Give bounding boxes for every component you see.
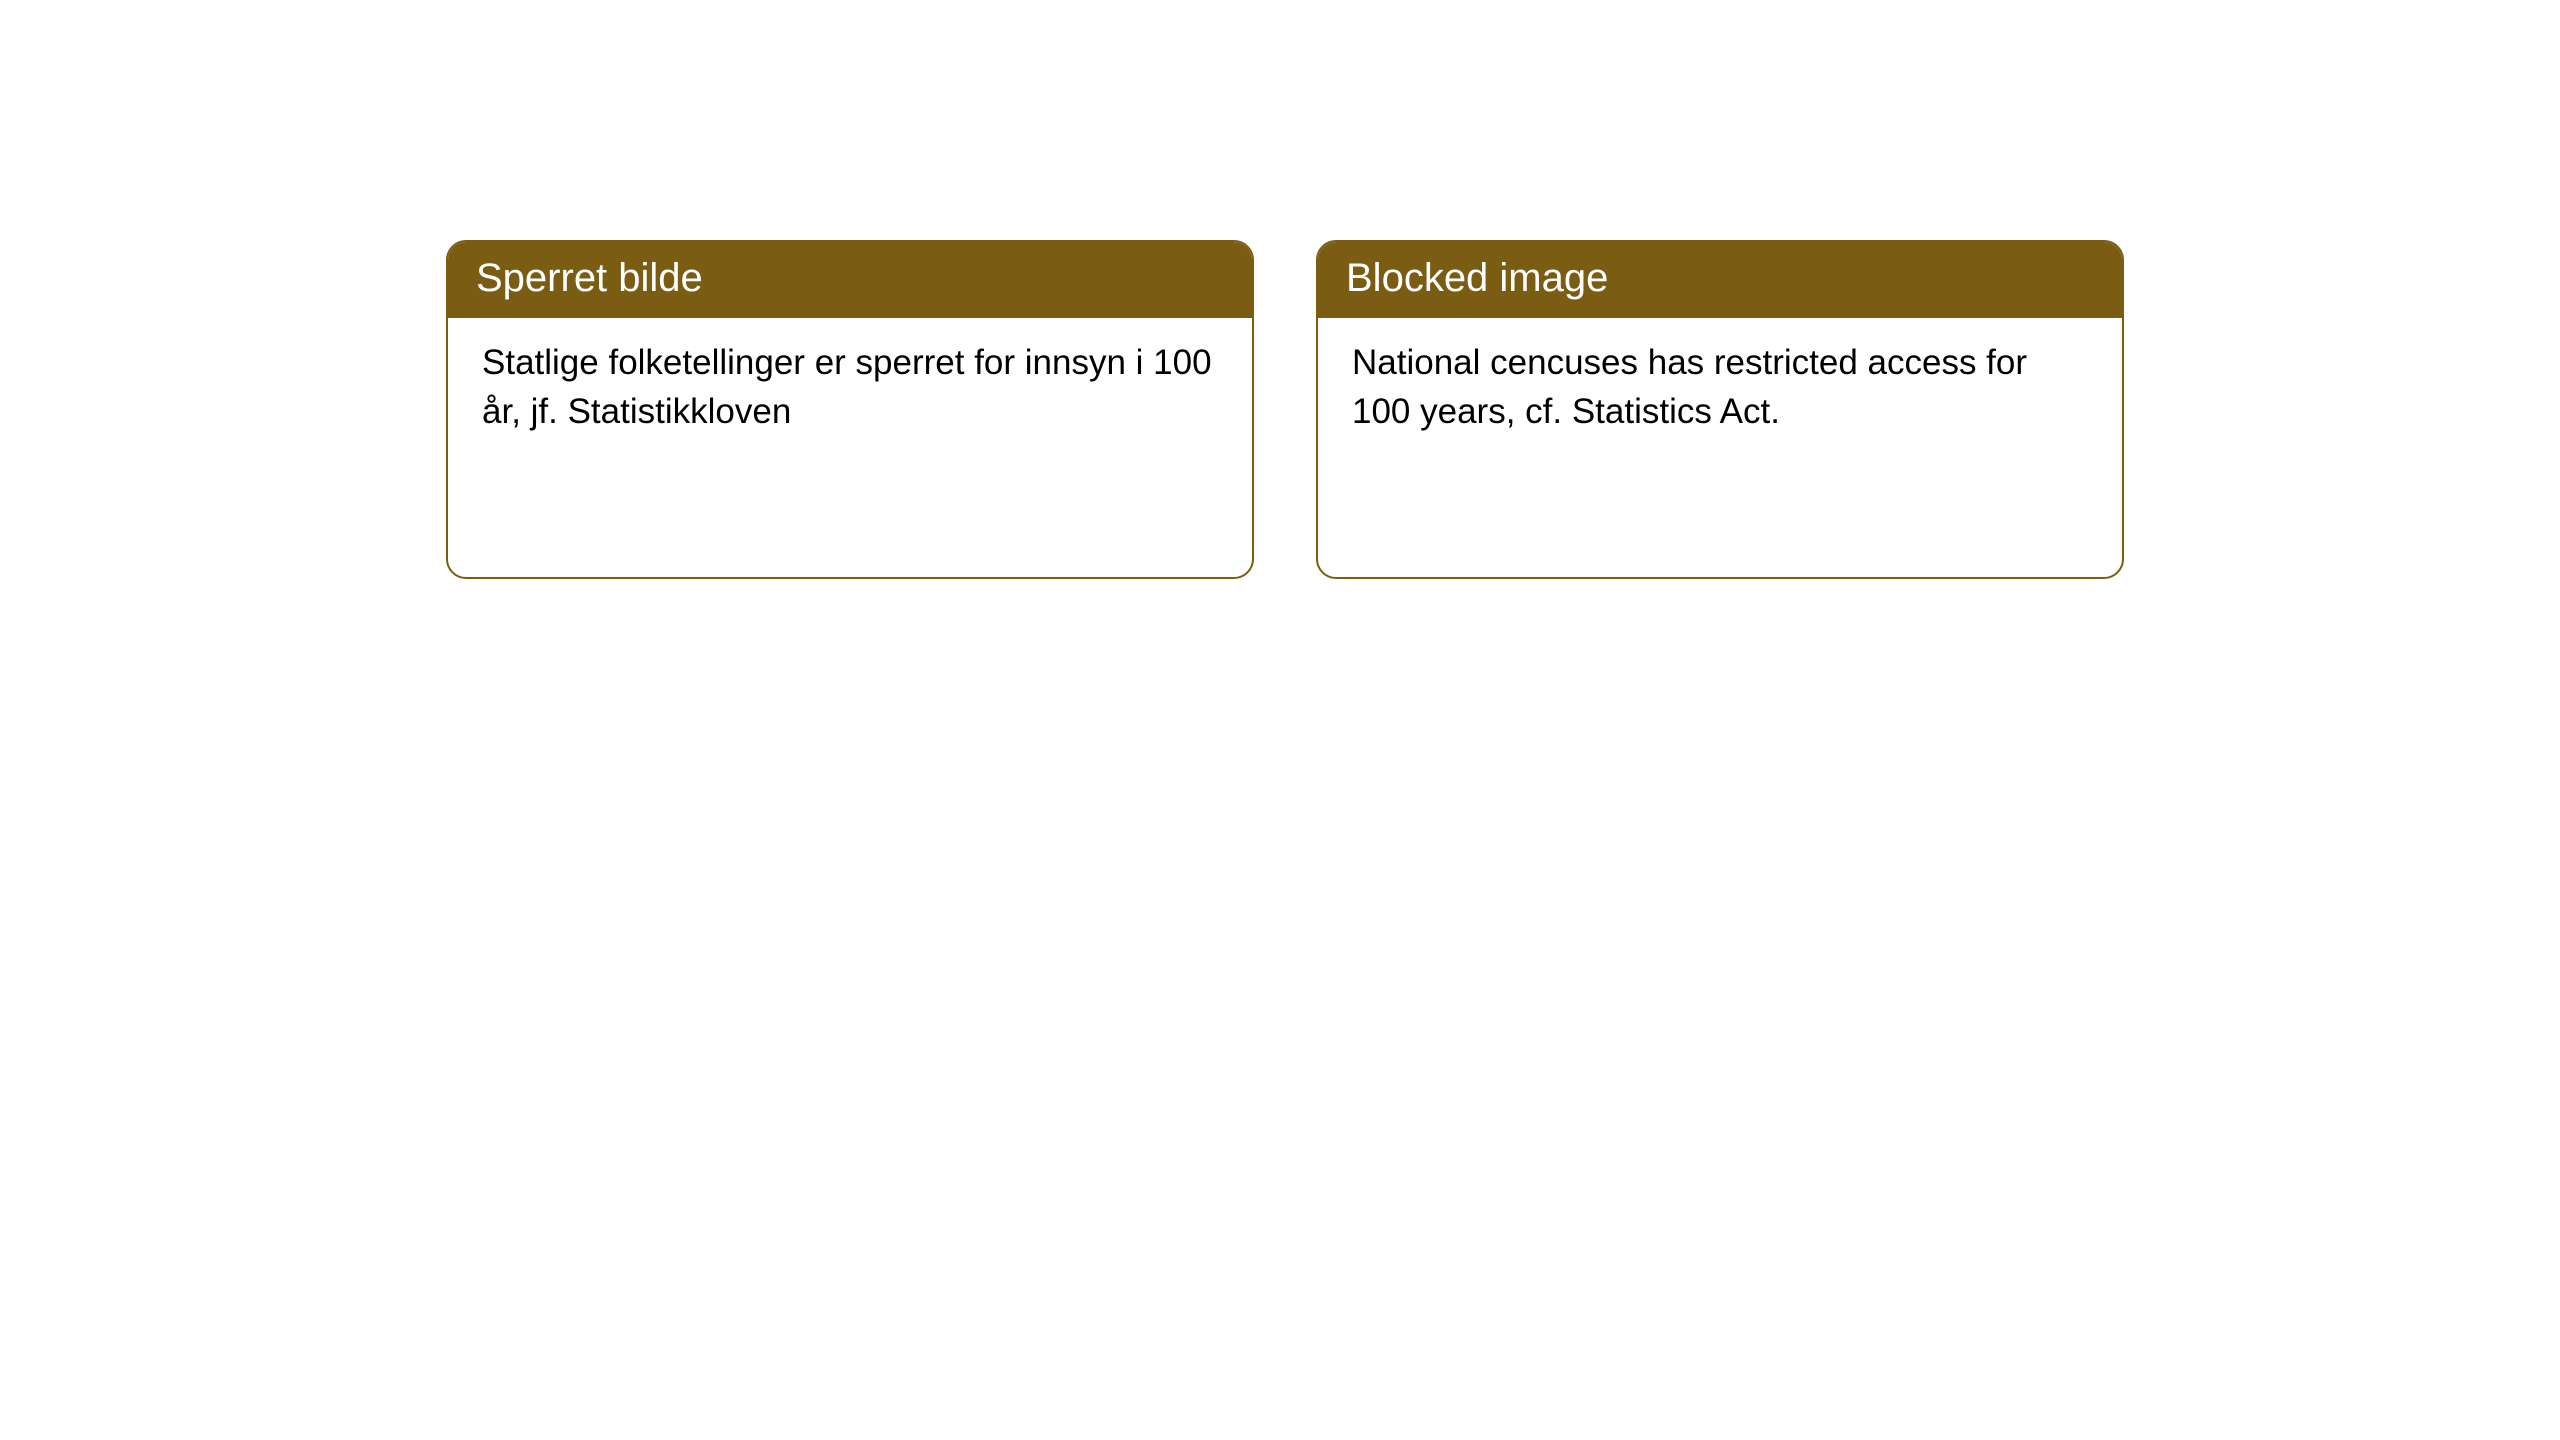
notice-card-body: National cencuses has restricted access … xyxy=(1318,318,2122,456)
notice-card-norwegian: Sperret bilde Statlige folketellinger er… xyxy=(446,240,1254,579)
notice-card-english: Blocked image National cencuses has rest… xyxy=(1316,240,2124,579)
notice-card-title: Sperret bilde xyxy=(448,242,1252,318)
notice-card-body: Statlige folketellinger er sperret for i… xyxy=(448,318,1252,456)
notice-cards-container: Sperret bilde Statlige folketellinger er… xyxy=(0,0,2560,579)
notice-card-title: Blocked image xyxy=(1318,242,2122,318)
